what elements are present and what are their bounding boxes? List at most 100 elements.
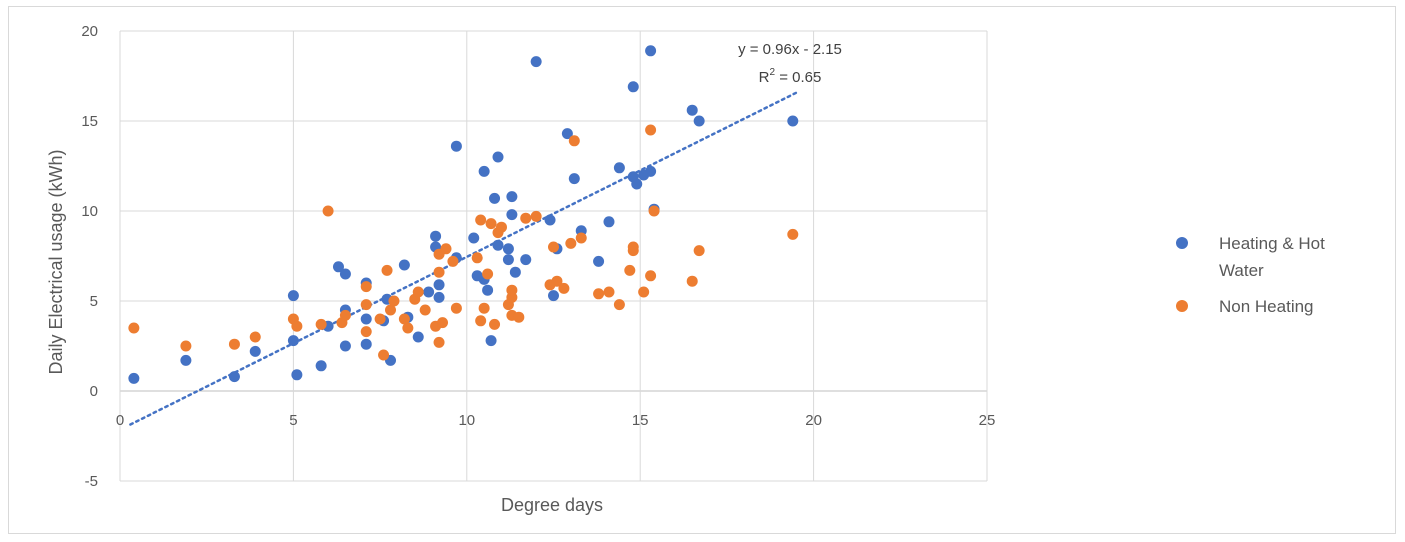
data-point <box>558 282 570 294</box>
data-point <box>489 192 501 204</box>
data-point <box>412 331 424 343</box>
data-point <box>686 275 698 287</box>
data-point <box>475 214 487 226</box>
y-tick-label: 10 <box>81 203 98 220</box>
data-point <box>339 340 351 352</box>
x-axis-title: Degree days <box>501 495 603 515</box>
data-point <box>502 254 514 266</box>
trendline <box>129 91 798 426</box>
data-point <box>645 270 657 282</box>
data-point <box>593 288 605 300</box>
data-point <box>437 317 449 329</box>
legend-label-heating-line1: Heating & Hot <box>1219 234 1325 253</box>
trendline-r-squared: R2 = 0.65 <box>759 67 822 86</box>
data-point <box>450 140 462 152</box>
data-point <box>485 218 497 230</box>
series-1-points <box>128 124 799 361</box>
data-point <box>291 369 303 381</box>
y-tick-label: 0 <box>90 383 98 400</box>
data-point <box>551 275 563 287</box>
data-point <box>787 115 799 127</box>
data-point <box>613 162 625 174</box>
data-point <box>412 286 424 298</box>
data-point <box>433 266 445 278</box>
legend: Heating & Hot Water Non Heating <box>1176 234 1325 316</box>
data-point <box>339 309 351 321</box>
data-point <box>631 178 643 190</box>
chart-frame <box>8 6 1396 534</box>
data-point <box>322 205 334 217</box>
x-tick-label: 20 <box>805 412 822 429</box>
data-point <box>509 266 521 278</box>
data-point <box>502 243 514 255</box>
data-point <box>433 279 445 291</box>
x-tick-label: 25 <box>979 412 996 429</box>
legend-marker-non-heating <box>1176 300 1188 312</box>
data-point <box>180 340 192 352</box>
data-point <box>530 210 542 222</box>
x-tick-label: 0 <box>116 412 124 429</box>
data-point <box>548 290 559 302</box>
x-tick-label: 10 <box>458 412 475 429</box>
data-point <box>561 128 573 140</box>
data-point <box>287 290 299 302</box>
y-tick-label: 15 <box>81 113 98 130</box>
data-point <box>249 345 261 357</box>
data-point <box>530 56 542 68</box>
legend-label-heating-line2: Water <box>1219 261 1264 280</box>
data-point <box>228 338 240 350</box>
data-point <box>648 205 660 217</box>
data-point <box>624 264 636 276</box>
data-point <box>544 214 556 226</box>
data-point <box>128 372 140 384</box>
data-point <box>548 241 559 253</box>
data-point <box>520 212 532 224</box>
data-point <box>381 264 393 276</box>
data-point <box>440 243 452 255</box>
data-point <box>360 313 372 325</box>
data-point <box>495 221 507 233</box>
data-point <box>447 255 459 267</box>
data-points <box>128 45 799 384</box>
data-point <box>492 239 504 251</box>
data-point <box>360 338 372 350</box>
data-point <box>513 311 525 323</box>
data-point <box>374 313 386 325</box>
data-point <box>128 322 140 334</box>
data-point <box>593 255 605 267</box>
data-point <box>520 254 532 266</box>
data-point <box>332 261 344 273</box>
x-tick-label: 5 <box>289 412 297 429</box>
data-point <box>419 304 431 316</box>
data-point <box>478 165 490 177</box>
data-point <box>638 286 650 298</box>
data-point <box>613 299 625 311</box>
data-point <box>575 232 587 244</box>
data-point <box>482 284 494 296</box>
data-point <box>360 281 372 293</box>
data-point <box>402 322 414 334</box>
data-point <box>398 313 410 325</box>
y-axis-title: Daily Electrical usage (kWh) <box>46 149 66 374</box>
data-point <box>568 173 580 185</box>
y-tick-label: 5 <box>90 293 98 310</box>
y-tick-labels: -5 0 5 10 15 20 <box>81 23 98 490</box>
data-point <box>291 320 303 332</box>
series-0-points <box>128 45 799 384</box>
data-point <box>627 81 639 93</box>
x-tick-labels: 0 5 10 15 20 25 <box>116 412 996 429</box>
y-tick-label: -5 <box>85 473 98 490</box>
data-point <box>360 326 372 338</box>
trendline-equation: y = 0.96x - 2.15 <box>738 41 842 58</box>
x-tick-label: 15 <box>632 412 649 429</box>
data-point <box>506 284 518 296</box>
data-point <box>385 304 397 316</box>
data-point <box>482 268 494 280</box>
data-point <box>492 151 504 163</box>
data-point <box>388 295 400 307</box>
data-point <box>468 232 480 244</box>
data-point <box>398 259 410 271</box>
data-point <box>506 191 518 203</box>
data-point <box>360 299 372 311</box>
